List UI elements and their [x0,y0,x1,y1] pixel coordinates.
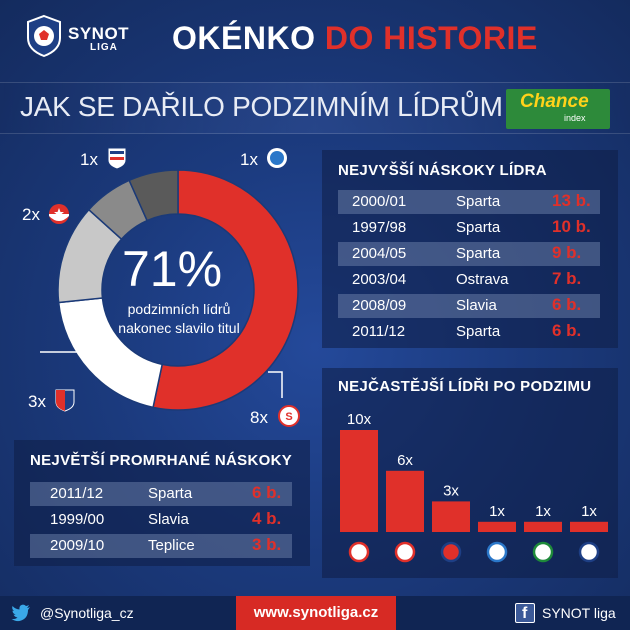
table-row: 2008/09 Slavia 6 b. [338,294,600,318]
bar-3 [478,521,516,532]
club-cell: Teplice [148,537,195,554]
points-cell: 6 b. [552,295,582,314]
season-cell: 2004/05 [352,245,407,262]
bar-5 [570,521,608,532]
twitter-handle[interactable]: @Synotliga_cz [40,605,134,621]
lead-table-panel: NEJVYŠŠÍ NÁSKOKY LÍDRA [322,150,618,348]
table-row: 2003/04 Ostrava 7 b. [338,268,600,292]
sparta-crest-icon [348,541,370,563]
points-cell: 9 b. [552,243,582,262]
club-cell: Sparta [456,323,501,340]
bar-label-1: 6x [397,452,413,469]
bar-label-2: 3x [443,482,459,499]
donut-slice-4 [128,169,179,222]
title-red: DO HISTORIE [324,20,538,56]
url-box: www.synotliga.cz [236,596,396,630]
season-cell: 2008/09 [352,297,407,314]
sponsor-name: Chance [520,91,589,112]
bar-label-5: 1x [581,503,597,520]
season-cell: 2003/04 [352,271,407,288]
donut-chart [57,169,299,411]
table-row: 1997/98 Sparta 10 b. [338,216,600,240]
points-cell: 10 b. [552,217,591,236]
label-ostrava-count: 1x [80,150,98,169]
plzen-crest-icon [55,389,75,412]
season-cell: 2011/12 [352,323,406,340]
club-cell: Sparta [456,245,501,262]
points-cell: 3 b. [252,535,282,554]
bar-4 [524,521,562,532]
points-cell: 6 b. [552,321,582,340]
liberec-crest-icon [267,148,287,168]
bar-1 [386,470,424,532]
season-cell: 2009/10 [50,537,105,554]
label-slavia-count: 2x [22,205,40,224]
website-link[interactable]: www.synotliga.cz [253,604,379,621]
logo-name: SYNOT [68,24,130,43]
sponsor-sub: index [564,113,586,123]
donut-percent: 71% [122,241,223,297]
table-row: 2009/10 Teplice 3 b. [30,534,292,558]
lost-table-title: NEJVĚTŠÍ PROMRHANÉ NÁSKOKY [30,452,293,469]
donut-caption: podzimních lídrů nakonec slavilo titul [118,301,240,336]
title-white: OKÉNKO [172,20,316,56]
bar-label-3: 1x [489,503,505,520]
bar-chart-title: NEJČASTĚJŠÍ LÍDŘI PO PODZIMU [338,378,592,395]
header: SYNOT LIGA OKÉNKO DO HISTORIE [0,0,630,80]
slavia-crest-icon [394,541,416,563]
season-cell: 2011/12 [50,485,104,502]
logo-sub: LIGA [90,42,118,53]
bar-chart-panel: NEJČASTĚJŠÍ LÍDŘI PO PODZIMU [322,368,618,578]
slavia-crest-icon [49,204,69,224]
subtitle-bar: JAK SE DAŘILO PODZIMNÍM LÍDRŮM Chance in… [0,82,630,134]
facebook-name[interactable]: SYNOT liga [542,605,616,621]
club-cell: Sparta [456,193,501,210]
label-plzen-count: 3x [28,392,46,411]
twitter-icon[interactable] [10,602,32,624]
liberec-crest-icon [486,541,508,563]
sparta-crest-icon: S [278,405,300,427]
plzen-crest-icon [440,541,462,563]
sponsor-logo: Chance index [506,89,610,129]
facebook-icon[interactable]: f [515,603,535,623]
points-cell: 13 b. [552,191,591,210]
donut-slice-0 [152,169,299,411]
bar-label-0: 10x [347,411,372,428]
lost-table-panel: NEJVĚTŠÍ PROMRHANÉ NÁSKOKY [14,440,310,566]
points-cell: 7 b. [552,269,582,288]
page-title: OKÉNKO DO HISTORIE [172,20,538,57]
club-cell: Sparta [456,219,501,236]
club-cell: Slavia [148,511,189,528]
points-cell: 4 b. [252,509,282,528]
table-row: 2011/12 Sparta 6 b. [30,482,292,506]
bar-0 [340,430,378,532]
jablonec-crest-icon [532,541,554,563]
ostrava-crest-icon [107,147,127,170]
table-row: 2004/05 Sparta 9 b. [338,242,600,266]
bar-label-4: 1x [535,503,551,520]
table-row: 2000/01 Sparta 13 b. [338,190,600,214]
lead-table-title: NEJVYŠŠÍ NÁSKOKY LÍDRA [338,162,547,179]
footer: @Synotliga_cz www.synotliga.cz f SYNOT l… [0,596,630,630]
bar-chart: 10x 6x 3x 1x 1x 1x [340,411,608,563]
subtitle-text: JAK SE DAŘILO PODZIMNÍM LÍDRŮM [20,91,503,122]
table-row: 2011/12 Sparta 6 b. [338,320,600,344]
season-cell: 1999/00 [50,511,105,528]
table-row: 1999/00 Slavia 4 b. [30,508,292,532]
synot-liga-logo-icon [27,14,61,58]
club-cell: Sparta [148,485,193,502]
season-cell: 2000/01 [352,193,407,210]
label-sparta-count: 8x [250,408,268,427]
season-cell: 1997/98 [352,219,407,236]
club-cell: Slavia [456,297,497,314]
club-cell: Ostrava [456,271,509,288]
label-liberec-count: 1x [240,150,258,169]
points-cell: 6 b. [252,483,282,502]
ostrava-crest-icon [578,541,600,563]
svg-text:S: S [285,411,292,423]
bar-2 [432,501,470,532]
